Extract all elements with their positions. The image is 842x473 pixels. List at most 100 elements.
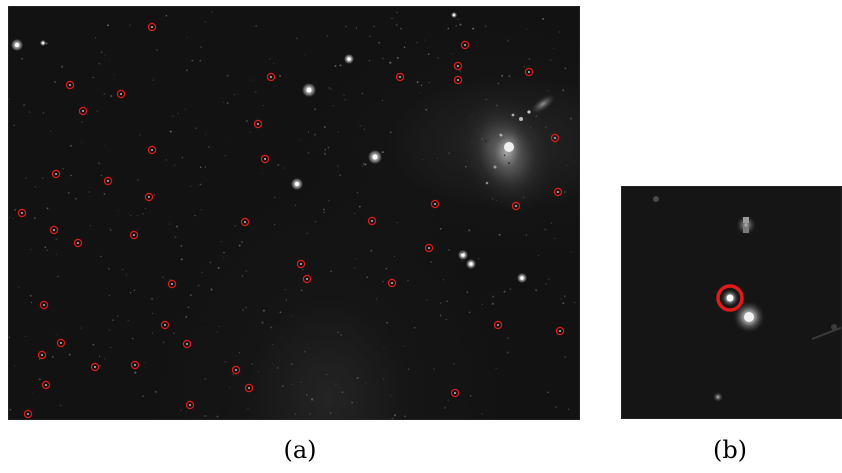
faint-star: [492, 198, 494, 200]
faint-star: [542, 17, 544, 20]
marked-star-dot: [41, 354, 43, 356]
detection-marker: [90, 362, 100, 372]
faint-star: [459, 23, 462, 26]
faint-star: [55, 334, 57, 336]
faint-star: [523, 66, 525, 68]
faint-star: [142, 213, 144, 215]
faint-star: [547, 90, 549, 91]
faint-star: [262, 105, 264, 107]
faint-star: [487, 139, 489, 141]
faint-star: [130, 292, 132, 294]
bright-star-core: [306, 87, 312, 93]
faint-star: [247, 407, 249, 410]
faint-star: [294, 398, 295, 400]
marked-star-dot: [164, 324, 166, 326]
faint-star: [481, 303, 484, 306]
zoomed-stars: [653, 196, 841, 402]
faint-star: [186, 36, 188, 38]
spiral-galaxy: [457, 92, 555, 214]
marked-star-dot: [391, 282, 393, 284]
faint-star: [355, 258, 357, 260]
faint-star: [195, 127, 197, 129]
faint-star: [109, 228, 111, 230]
faint-star: [421, 158, 423, 160]
faint-star: [311, 398, 314, 401]
marked-star-dot: [21, 212, 23, 214]
faint-star: [323, 211, 326, 214]
detection-marker: [244, 383, 254, 393]
faint-star: [187, 306, 190, 309]
faint-star: [304, 54, 306, 56]
faint-star: [100, 174, 103, 177]
faint-star: [117, 210, 119, 212]
faint-star: [359, 125, 362, 127]
faint-star: [550, 222, 553, 224]
faint-star: [151, 332, 153, 334]
faint-star: [300, 289, 303, 292]
faint-star: [506, 39, 509, 42]
faint-star: [356, 376, 359, 379]
faint-star: [413, 326, 416, 329]
faint-star: [205, 134, 207, 136]
marked-star-dot: [244, 221, 246, 223]
faint-star: [334, 384, 337, 386]
faint-star: [125, 274, 128, 276]
faint-star: [445, 318, 448, 321]
faint-star: [169, 279, 171, 280]
marked-star-dot: [27, 413, 29, 415]
faint-star: [447, 399, 449, 401]
marked-star-dot: [148, 196, 150, 198]
faint-star: [484, 140, 487, 143]
faint-star: [274, 224, 276, 226]
faint-star: [460, 250, 462, 252]
faint-star: [279, 311, 282, 314]
faint-star: [552, 47, 555, 49]
faint-star: [404, 41, 406, 43]
detection-marker: [266, 72, 276, 82]
faint-star: [495, 368, 497, 369]
faint-star: [471, 115, 473, 117]
faint-star: [174, 236, 177, 239]
faint-star: [433, 368, 435, 370]
faint-star: [80, 327, 82, 329]
faint-star: [281, 385, 284, 388]
faint-star: [9, 408, 12, 411]
detection-marker: [453, 61, 463, 71]
faint-star: [554, 237, 556, 239]
faint-star: [307, 151, 310, 154]
faint-star: [180, 258, 183, 261]
faint-star: [54, 80, 56, 83]
faint-star: [127, 320, 129, 321]
faint-star: [498, 233, 501, 236]
faint-star: [38, 358, 41, 360]
faint-star: [314, 108, 316, 111]
faint-star: [339, 64, 342, 67]
faint-star: [544, 228, 547, 231]
faint-star: [427, 53, 430, 56]
faint-star: [202, 319, 204, 321]
faint-star: [439, 227, 442, 230]
faint-star: [485, 98, 488, 101]
faint-star: [365, 382, 367, 384]
faint-star: [506, 351, 509, 354]
faint-star: [356, 192, 359, 194]
detection-marker: [240, 217, 250, 227]
faint-star: [396, 56, 399, 59]
faint-star: [180, 245, 183, 247]
marked-star-dot: [457, 79, 459, 81]
faint-star: [497, 82, 499, 85]
faint-star: [407, 279, 409, 282]
faint-star: [34, 216, 36, 219]
faint-star: [341, 391, 344, 393]
marked-star-dot: [428, 247, 430, 249]
faint-star: [506, 337, 509, 339]
faint-star: [383, 347, 385, 349]
faint-star: [309, 412, 312, 415]
faint-star: [538, 255, 540, 257]
detection-marker: [167, 279, 177, 289]
detection-marker: [424, 243, 434, 253]
faint-star: [185, 411, 187, 413]
faint-star: [112, 319, 114, 321]
faint-star: [103, 193, 106, 195]
faint-star: [362, 165, 364, 167]
